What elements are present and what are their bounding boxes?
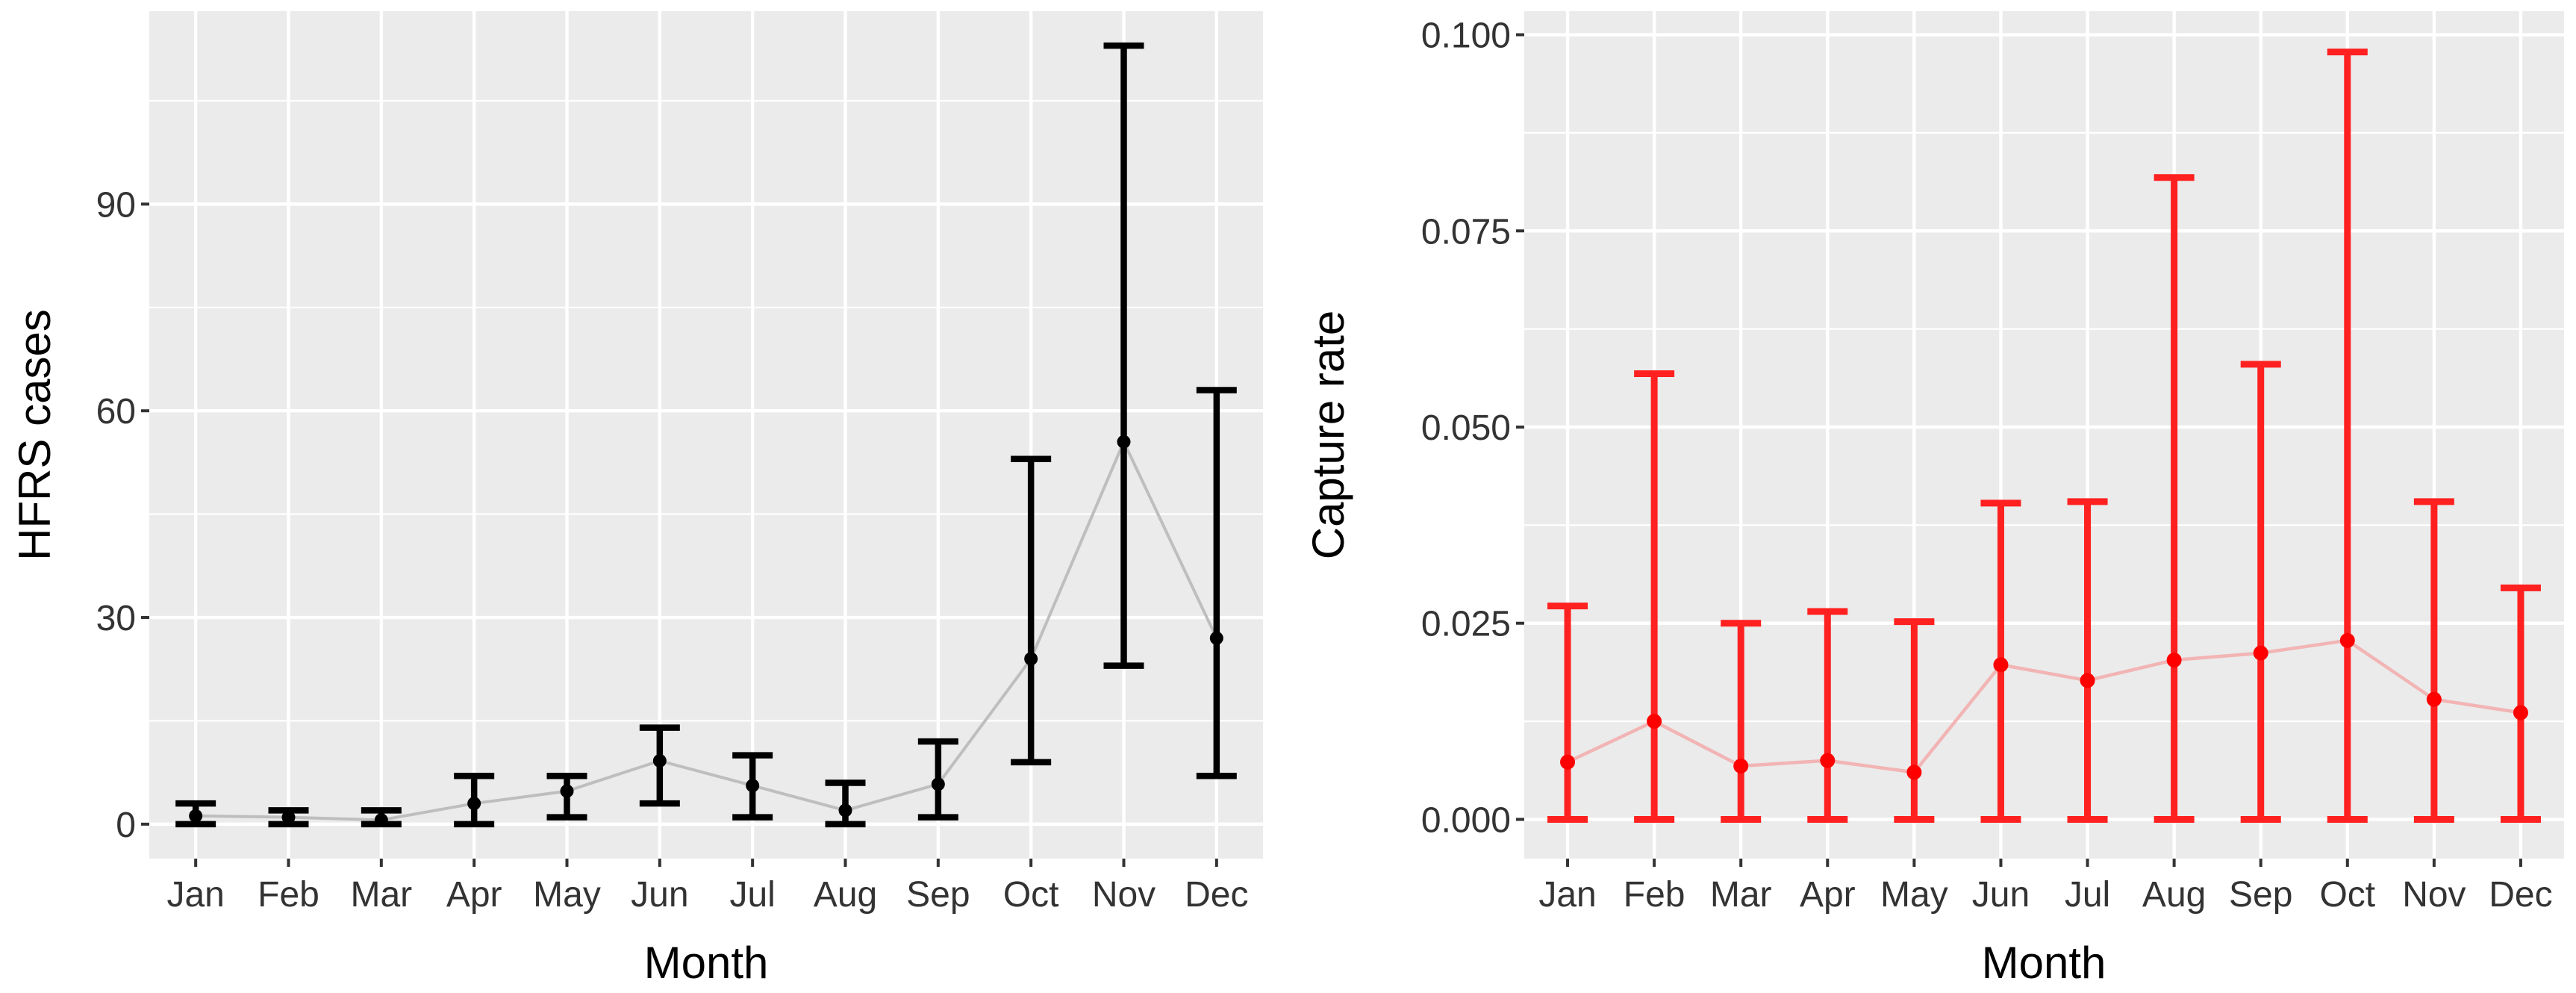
y-axis-title: Capture rate [1303, 311, 1353, 560]
y-tick-label: 60 [96, 392, 136, 432]
x-tick-label: Feb [1624, 875, 1685, 915]
error-bar [2240, 361, 2281, 823]
x-tick-label: Aug [2142, 875, 2206, 915]
capture-rate-chart: 0.000 0.025 0.050 0.075 0.100 Jan Feb Mar Apr May… [1303, 11, 2564, 988]
x-tick-label: Jan [166, 875, 224, 915]
error-bar [1894, 618, 1935, 823]
x-tick-label: Feb [258, 875, 319, 915]
x-tick-label: May [1880, 875, 1948, 915]
x-tick-label: Sep [906, 875, 970, 915]
data-point [467, 797, 481, 811]
x-tick-label: Sep [2229, 875, 2292, 915]
x-tick-label: Apr [446, 875, 502, 915]
x-tick-label: Mar [1710, 875, 1772, 915]
x-tick-label: Dec [1185, 875, 1248, 915]
hfrs-cases-chart: 0 30 60 90 Jan Feb Mar Apr May Jun Jul Aug Sep Oct Nov… [10, 11, 1263, 988]
x-tick-label: May [533, 875, 601, 915]
error-bar [1103, 42, 1144, 669]
x-tick-label: Jul [729, 875, 775, 915]
data-point [652, 753, 667, 768]
x-tick-label: Oct [1003, 875, 1059, 915]
plot-panel [149, 11, 1263, 859]
series-line [196, 440, 1218, 822]
y-tick-label: 0.100 [1421, 16, 1511, 56]
error-bar [1547, 603, 1588, 823]
x-tick-label: Jun [1972, 875, 2030, 915]
x-axis-title: Month [644, 938, 769, 988]
y-tick-label: 0.000 [1421, 800, 1511, 840]
error-bar [1011, 455, 1052, 766]
data-point [374, 813, 388, 827]
x-tick-label: Nov [1092, 875, 1156, 915]
data-point [1117, 435, 1131, 449]
data-point [2426, 691, 2442, 707]
x-tick-label: Oct [2319, 875, 2375, 915]
error-bar [2067, 498, 2108, 823]
data-point [1993, 657, 2009, 673]
error-bar [2413, 498, 2454, 823]
x-axis-title: Month [1982, 938, 2106, 988]
x-tick-label: Dec [2489, 875, 2552, 915]
y-tick-label: 0.025 [1421, 605, 1511, 644]
y-tick-label: 30 [96, 599, 136, 638]
data-point [2339, 632, 2355, 648]
data-point [2513, 705, 2528, 720]
data-point [1820, 753, 1836, 768]
data-point [1647, 714, 1662, 729]
error-bar [1634, 370, 1675, 823]
series-line [1567, 638, 2522, 774]
x-tick-label: Jan [1538, 875, 1596, 915]
x-tick-label: Jul [2065, 875, 2110, 915]
data-point [838, 803, 852, 818]
x-tick-label: Apr [1800, 875, 1856, 915]
error-bar [2500, 584, 2541, 823]
x-tick-label: Nov [2402, 875, 2466, 915]
plot-panel [1524, 11, 2564, 859]
y-tick-label: 90 [96, 185, 136, 225]
data-point [560, 784, 574, 798]
error-bar [1807, 608, 1848, 823]
y-tick-label: 0.075 [1421, 212, 1511, 252]
error-bar [1196, 387, 1237, 779]
data-point [1024, 652, 1038, 666]
x-tick-label: Jun [631, 875, 688, 915]
data-point [281, 810, 296, 824]
data-point [1733, 758, 1749, 773]
y-axis-title: HFRS cases [10, 309, 60, 561]
y-tick-label: 0 [116, 806, 136, 845]
data-point [1560, 754, 1576, 770]
error-bar [2327, 49, 2368, 823]
data-point [2080, 673, 2095, 688]
data-point [189, 809, 203, 823]
x-tick-label: Aug [814, 875, 877, 915]
data-point [2253, 645, 2268, 661]
data-point [931, 777, 945, 791]
data-point [1209, 631, 1223, 645]
x-tick-label: Mar [350, 875, 412, 915]
error-bar [1721, 620, 1762, 823]
error-bar [825, 779, 866, 828]
data-point [746, 779, 760, 793]
error-bar [2154, 174, 2195, 823]
data-point [2166, 653, 2182, 668]
y-tick-label: 0.050 [1421, 408, 1511, 448]
data-point [1906, 765, 1922, 780]
